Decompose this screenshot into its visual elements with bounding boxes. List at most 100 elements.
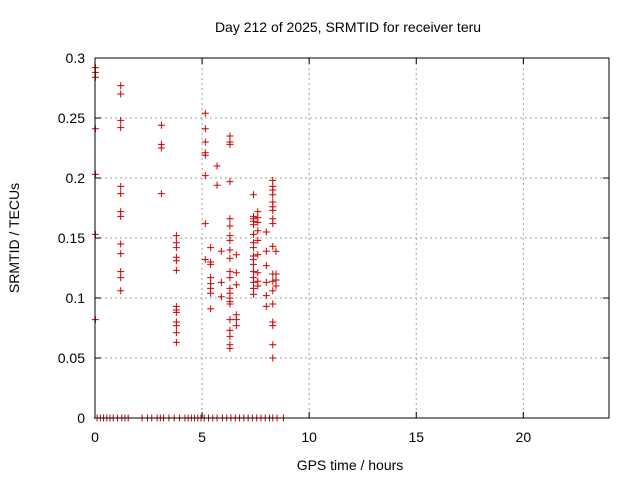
data-point (117, 124, 125, 132)
axis-ticks (94, 57, 609, 419)
data-point (272, 276, 280, 284)
data-point (226, 344, 234, 352)
data-point (254, 236, 262, 244)
data-point (254, 282, 262, 290)
data-point (207, 289, 215, 297)
data-point (201, 138, 209, 146)
data-point (217, 247, 225, 255)
data-point (226, 178, 234, 186)
data-point (249, 268, 257, 276)
data-point (232, 316, 240, 324)
data-point (269, 322, 277, 330)
data-point (269, 277, 277, 285)
data-point (172, 232, 180, 240)
data-point (269, 206, 277, 214)
data-point (172, 329, 180, 337)
data-point (254, 251, 262, 259)
y-tick-label: 0.1 (66, 290, 86, 306)
data-point (117, 116, 125, 124)
data-point (226, 215, 234, 223)
data-point (249, 244, 257, 252)
data-point (272, 282, 280, 290)
data-point (249, 290, 257, 298)
data-point (117, 190, 125, 198)
data-point (213, 162, 221, 170)
y-tick-label: 0 (77, 410, 85, 426)
chart-title: Day 212 of 2025, SRMTID for receiver ter… (215, 19, 481, 35)
data-point (249, 230, 257, 238)
x-tick-label: 15 (408, 429, 424, 445)
x-tick-label: 0 (91, 429, 99, 445)
data-point (226, 274, 234, 282)
data-point (262, 292, 270, 300)
data-point (157, 121, 165, 129)
grid-lines (95, 58, 609, 418)
data-point (226, 300, 234, 308)
data-point (254, 218, 262, 226)
data-point (249, 284, 257, 292)
data-point (207, 244, 215, 252)
data-point (226, 254, 234, 262)
data-point (117, 240, 125, 248)
data-point (226, 236, 234, 244)
data-point (269, 191, 277, 199)
data-point (172, 338, 180, 346)
data-point (217, 278, 225, 286)
data-point (117, 274, 125, 282)
data-point (269, 287, 277, 295)
data-point (249, 221, 257, 229)
data-point (201, 256, 209, 264)
data-point (117, 82, 125, 90)
data-point (249, 260, 257, 268)
data-point (269, 300, 277, 308)
y-tick-label: 0.05 (58, 350, 85, 366)
data-point (172, 322, 180, 330)
data-point (254, 269, 262, 277)
data-point (207, 274, 215, 282)
data-point (207, 260, 215, 268)
data-point (262, 278, 270, 286)
x-tick-label: 5 (198, 429, 206, 445)
data-point (172, 266, 180, 274)
data-point (117, 250, 125, 258)
data-point (262, 262, 270, 270)
data-point (226, 222, 234, 230)
data-point (226, 246, 234, 254)
data-point (172, 308, 180, 316)
y-axis-title: SRMTID / TECUs (6, 183, 22, 293)
data-point (207, 305, 215, 313)
x-axis-title: GPS time / hours (297, 457, 404, 473)
data-point (157, 190, 165, 198)
data-point (117, 182, 125, 190)
data-point (269, 242, 277, 250)
data-point (262, 247, 270, 255)
data-point (157, 144, 165, 152)
data-point (226, 132, 234, 140)
data-point (232, 322, 240, 330)
y-tick-label: 0.2 (66, 170, 86, 186)
data-point (201, 125, 209, 133)
data-point (117, 287, 125, 295)
data-point (269, 176, 277, 184)
x-tick-label: 10 (301, 429, 317, 445)
data-point (226, 140, 234, 148)
data-point (249, 278, 257, 286)
data-point (117, 90, 125, 98)
data-point (226, 332, 234, 340)
y-tick-label: 0.25 (58, 110, 85, 126)
data-point (172, 244, 180, 252)
data-point (254, 227, 262, 235)
data-point (232, 281, 240, 289)
data-point (232, 269, 240, 277)
data-point (117, 268, 125, 276)
data-points (91, 64, 287, 422)
data-point (249, 191, 257, 199)
data-point (201, 172, 209, 180)
data-point (226, 316, 234, 324)
data-point (201, 220, 209, 228)
data-point (117, 212, 125, 220)
data-point (269, 341, 277, 349)
y-tick-label: 0.3 (66, 50, 86, 66)
data-point (226, 326, 234, 334)
